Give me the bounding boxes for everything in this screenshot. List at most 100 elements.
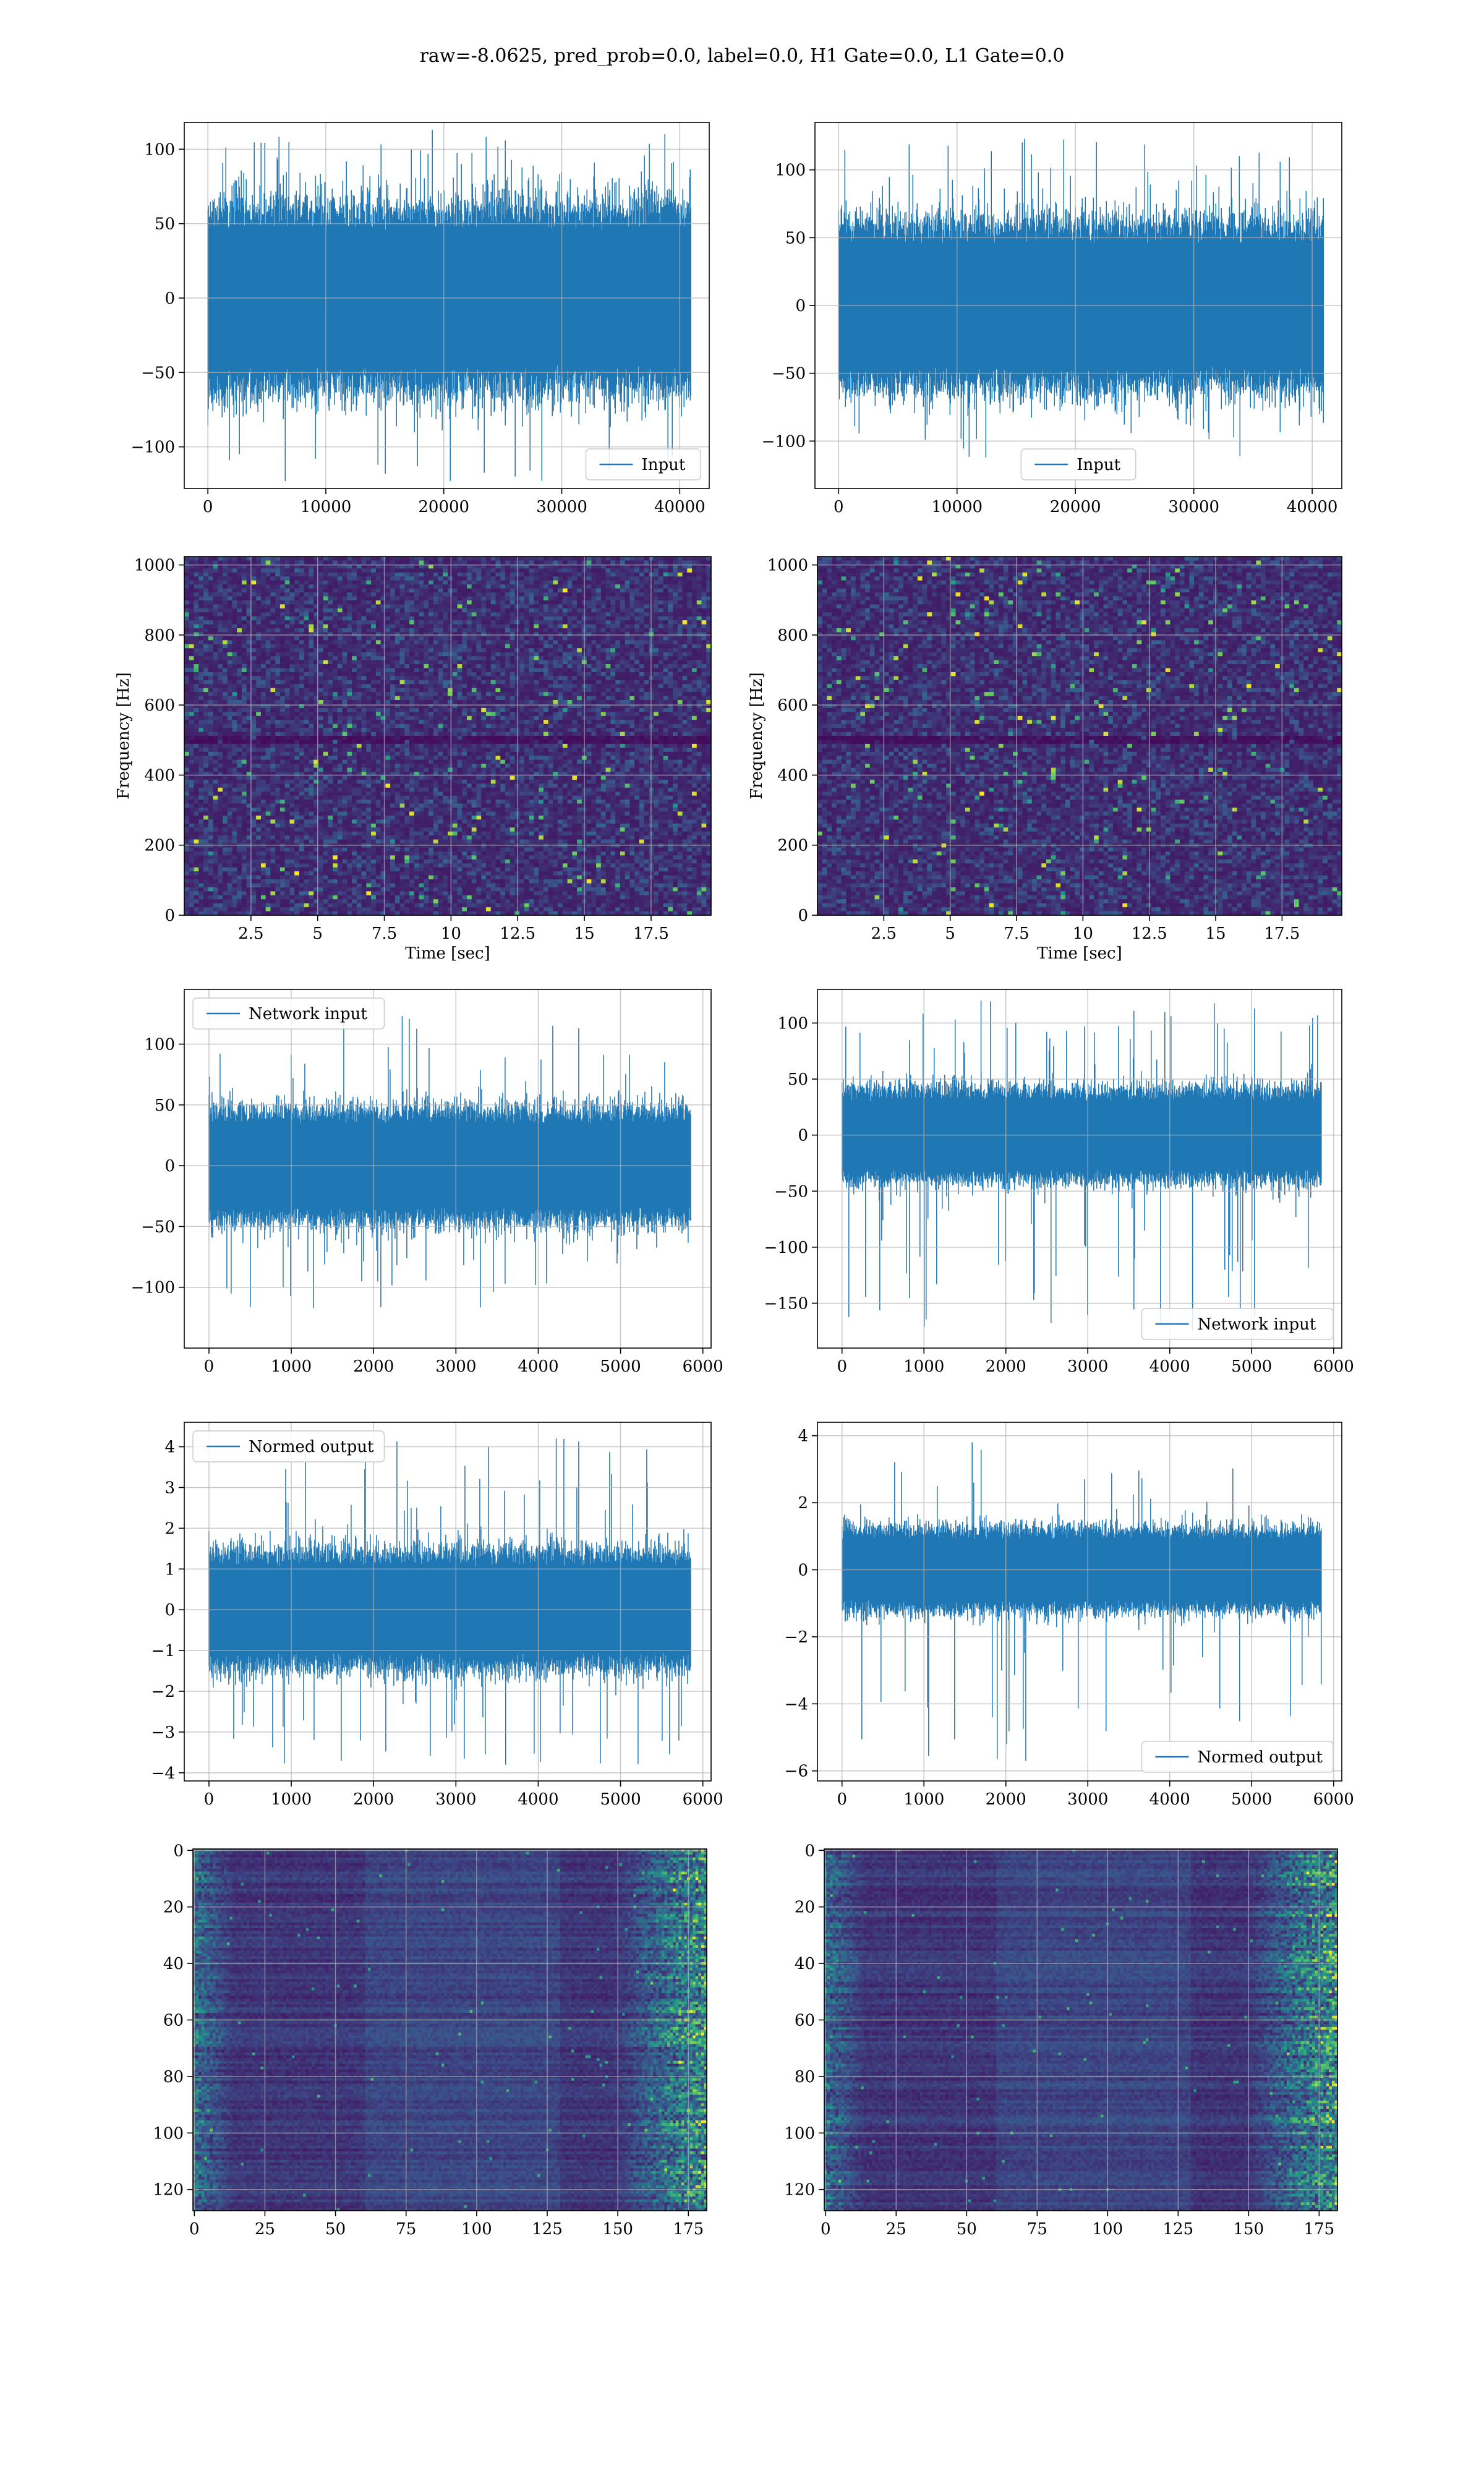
normed-output-l1-ytick-label: −4 bbox=[785, 1695, 808, 1714]
normed-output-l1-ytick-label: −6 bbox=[785, 1762, 808, 1781]
spectrogram-h1-xtick-label: 5 bbox=[312, 924, 323, 943]
feature-map-h1-ytick-label: 20 bbox=[163, 1898, 184, 1917]
network-input-l1-xtick-label: 2000 bbox=[986, 1357, 1026, 1376]
normed-output-h1-ytick-label: 3 bbox=[164, 1479, 175, 1497]
normed-output-h1-ytick-label: −4 bbox=[151, 1764, 175, 1783]
feature-map-l1-xtick-label: 50 bbox=[957, 2220, 977, 2239]
spectrogram-l1-ylabel: Frequency [Hz] bbox=[748, 672, 766, 800]
normed-output-l1-ytick-label: 0 bbox=[798, 1561, 808, 1580]
feature-map-l1-xtick-label: 25 bbox=[886, 2220, 906, 2239]
spectrogram-h1-xtick-label: 2.5 bbox=[238, 924, 263, 943]
input-h1-ytick-label: −50 bbox=[141, 364, 175, 382]
network-input-l1-ytick-label: −150 bbox=[764, 1295, 808, 1313]
spectrogram-l1-xtick-label: 10 bbox=[1073, 924, 1093, 943]
feature-map-l1-heatmap-cells bbox=[824, 1849, 1338, 2211]
feature-map-h1-ytick-label: 0 bbox=[173, 1842, 184, 1860]
spectrogram-h1-xtick-label: 15 bbox=[574, 924, 595, 943]
network-input-h1-ytick-label: 50 bbox=[155, 1096, 175, 1115]
network-input-h1-ytick-label: −100 bbox=[131, 1279, 175, 1297]
normed-output-h1-ytick-label: 4 bbox=[164, 1438, 175, 1457]
input-h1-xtick-label: 30000 bbox=[536, 498, 587, 516]
normed-output-h1-xtick-label: 3000 bbox=[435, 1790, 476, 1809]
spectrogram-l1-xtick-label: 5 bbox=[945, 924, 955, 943]
spectrogram-h1-heatmap-cells bbox=[184, 557, 712, 916]
input-l1-ytick-label: 100 bbox=[775, 161, 806, 180]
feature-map-l1-ytick-label: 20 bbox=[795, 1898, 815, 1917]
spectrogram-l1-ytick-label: 400 bbox=[777, 766, 808, 785]
spectrogram-h1-ytick-label: 800 bbox=[144, 626, 175, 645]
spectrogram-l1-xtick-label: 12.5 bbox=[1132, 924, 1167, 943]
spectrogram-h1-ytick-label: 0 bbox=[164, 907, 175, 925]
feature-map-h1-xtick-label: 175 bbox=[673, 2220, 704, 2239]
spectrogram-l1-xtick-label: 17.5 bbox=[1264, 924, 1300, 943]
feature-map-l1-ytick-label: 100 bbox=[784, 2124, 815, 2143]
normed-output-h1-ytick-label: 2 bbox=[164, 1519, 175, 1538]
spectrogram-l1-ytick-label: 800 bbox=[777, 626, 808, 645]
network-input-l1-xtick-label: 5000 bbox=[1231, 1357, 1272, 1376]
normed-output-l1-xtick-label: 1000 bbox=[903, 1790, 944, 1809]
network-input-h1-ytick-label: 0 bbox=[164, 1157, 175, 1176]
network-input-h1-xtick-label: 0 bbox=[204, 1357, 215, 1376]
normed-output-h1-xtick-label: 6000 bbox=[683, 1790, 723, 1809]
network-input-l1-xtick-label: 4000 bbox=[1149, 1357, 1190, 1376]
normed-output-h1-ytick-label: −2 bbox=[151, 1683, 175, 1701]
network-input-l1-xtick-label: 6000 bbox=[1313, 1357, 1354, 1376]
normed-output-l1-xtick-label: 4000 bbox=[1149, 1790, 1190, 1809]
feature-map-l1-xtick-label: 0 bbox=[821, 2220, 831, 2239]
normed-output-l1-ytick-label: 4 bbox=[798, 1427, 808, 1446]
input-h1-ytick-label: 100 bbox=[144, 140, 175, 159]
feature-map-h1-ytick-label: 40 bbox=[163, 1955, 184, 1973]
network-input-h1-xtick-label: 4000 bbox=[518, 1357, 558, 1376]
normed-output-l1-xtick-label: 5000 bbox=[1231, 1790, 1272, 1809]
spectrogram-l1-ytick-label: 200 bbox=[777, 837, 808, 855]
feature-map-h1-xtick-label: 25 bbox=[255, 2220, 275, 2239]
network-input-h1-ytick-label: −50 bbox=[141, 1218, 175, 1236]
feature-map-l1-xtick-label: 125 bbox=[1163, 2220, 1194, 2239]
input-h1-xtick-label: 40000 bbox=[654, 498, 706, 516]
feature-map-l1-ytick-label: 40 bbox=[795, 1955, 815, 1973]
spectrogram-h1-xtick-label: 10 bbox=[441, 924, 461, 943]
feature-map-h1-xtick-label: 150 bbox=[602, 2220, 633, 2239]
normed-output-h1-xtick-label: 0 bbox=[204, 1790, 215, 1809]
input-l1-xtick-label: 30000 bbox=[1168, 498, 1219, 516]
feature-map-l1-ytick-label: 80 bbox=[795, 2068, 815, 2086]
normed-output-h1-ytick-label: 0 bbox=[164, 1601, 175, 1620]
spectrogram-h1-xlabel: Time [sec] bbox=[405, 944, 490, 963]
spectrogram-h1-ytick-label: 200 bbox=[144, 837, 175, 855]
feature-map-h1-xtick-label: 0 bbox=[189, 2220, 200, 2239]
network-input-h1-legend-label: Network input bbox=[249, 1005, 367, 1023]
input-h1-xtick-label: 0 bbox=[203, 498, 213, 516]
normed-output-h1-legend-label: Normed output bbox=[249, 1438, 374, 1456]
normed-output-h1-xtick-label: 2000 bbox=[353, 1790, 394, 1809]
normed-output-h1-ytick-label: −1 bbox=[151, 1642, 175, 1660]
feature-map-l1-ytick-label: 60 bbox=[795, 2012, 815, 2030]
network-input-h1-legend: Network input bbox=[193, 998, 385, 1029]
input-l1-xtick-label: 0 bbox=[834, 498, 844, 516]
input-l1-legend: Input bbox=[1021, 449, 1136, 480]
network-input-l1-legend-label: Network input bbox=[1198, 1315, 1316, 1334]
feature-map-h1-xtick-label: 75 bbox=[396, 2220, 416, 2239]
network-input-l1-ytick-label: 50 bbox=[788, 1070, 808, 1089]
spectrogram-l1-xtick-label: 7.5 bbox=[1004, 924, 1029, 943]
normed-output-h1-xtick-label: 1000 bbox=[271, 1790, 312, 1809]
normed-output-l1-legend: Normed output bbox=[1142, 1741, 1334, 1772]
network-input-h1-xtick-label: 1000 bbox=[271, 1357, 312, 1376]
feature-map-h1-xtick-label: 50 bbox=[325, 2220, 346, 2239]
feature-map-h1-xtick-label: 125 bbox=[532, 2220, 563, 2239]
spectrogram-h1-xtick-label: 7.5 bbox=[372, 924, 397, 943]
spectrogram-h1-xtick-label: 12.5 bbox=[500, 924, 535, 943]
feature-map-l1-xtick-label: 175 bbox=[1304, 2220, 1335, 2239]
spectrogram-h1-ytick-label: 400 bbox=[144, 766, 175, 785]
spectrogram-l1-ytick-label: 600 bbox=[777, 696, 808, 715]
feature-map-h1-ytick-label: 80 bbox=[163, 2068, 184, 2086]
input-h1-xtick-label: 10000 bbox=[301, 498, 352, 516]
network-input-l1-ytick-label: −50 bbox=[774, 1182, 808, 1201]
